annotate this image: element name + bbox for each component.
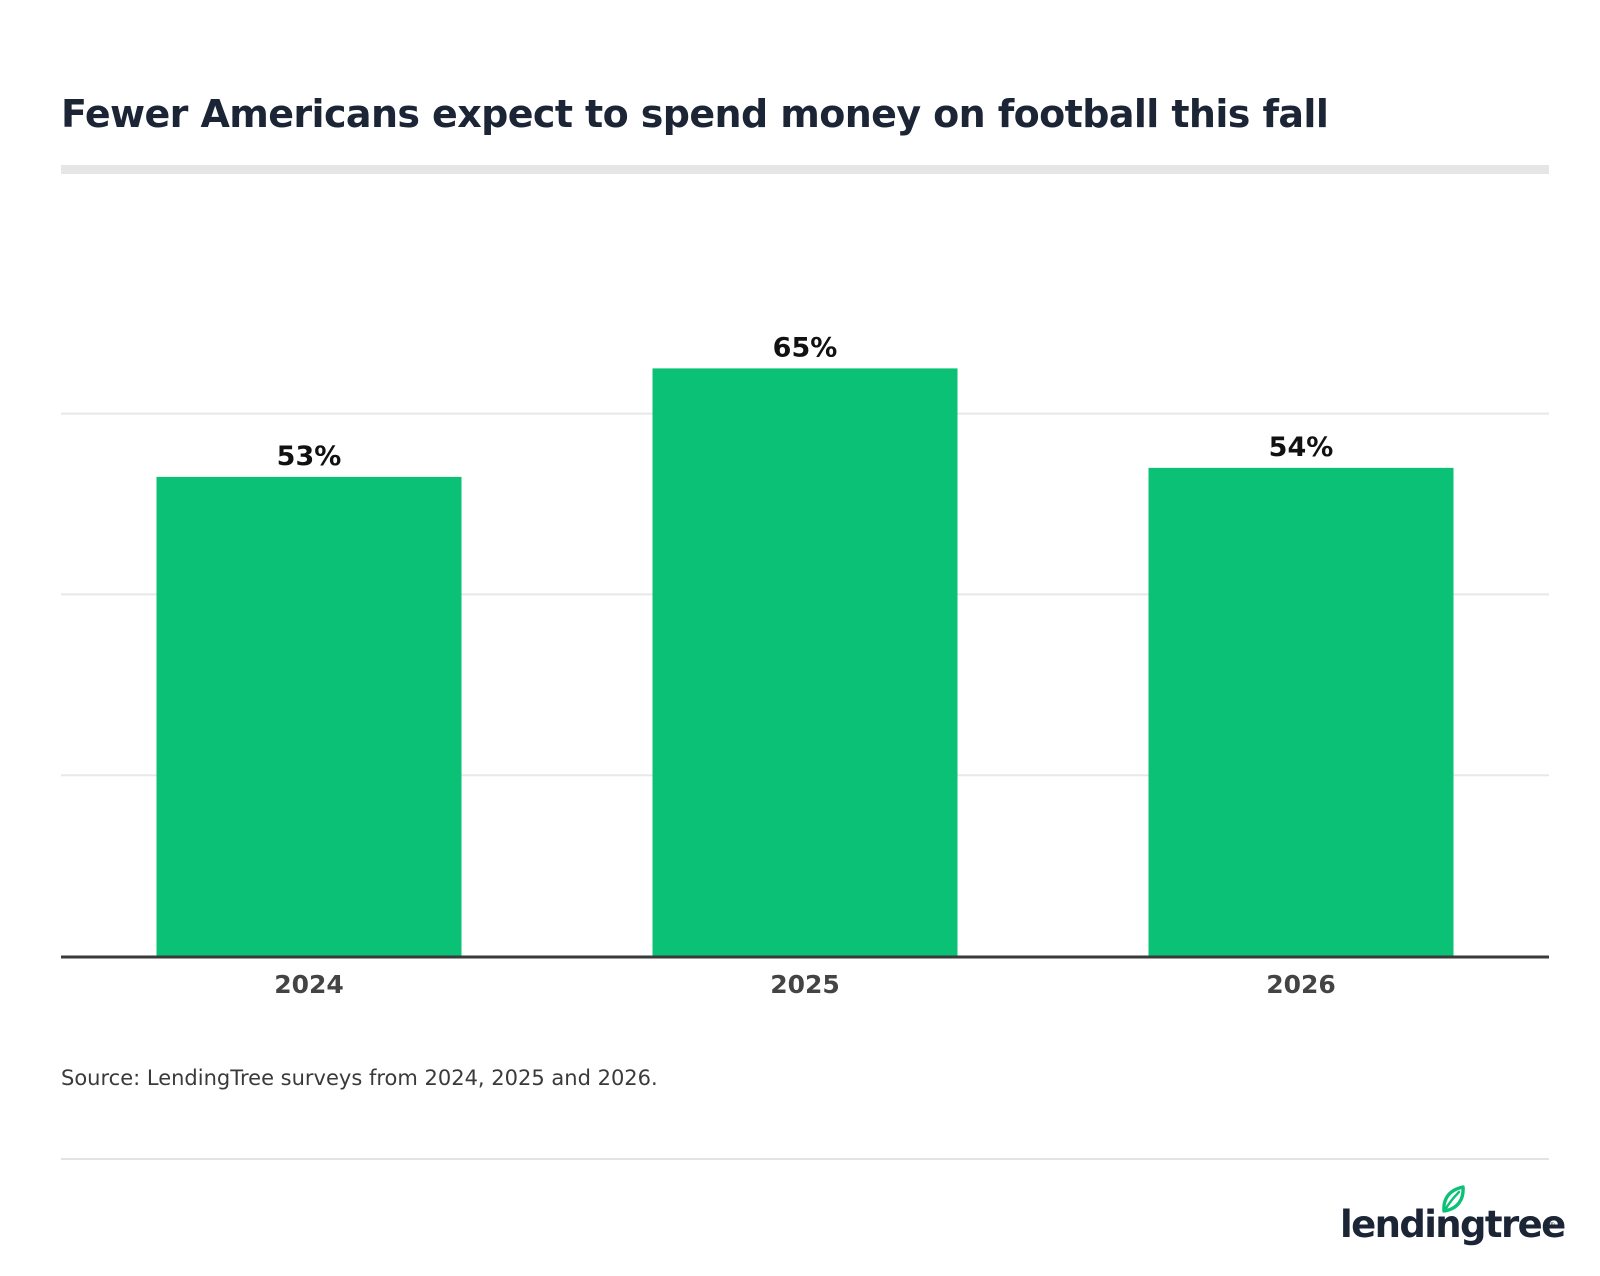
chart-title: Fewer Americans expect to spend money on…	[61, 92, 1329, 136]
source-note: Source: LendingTree surveys from 2024, 2…	[61, 1066, 658, 1090]
x-tick-label-2026: 2026	[1266, 970, 1336, 999]
value-label-2025: 65%	[773, 332, 838, 363]
registered-mark: ®	[1549, 1221, 1555, 1230]
value-label-2026: 54%	[1269, 432, 1334, 463]
bar-2026	[1148, 467, 1454, 956]
leaf-icon	[1442, 1185, 1465, 1213]
value-label-2024: 53%	[277, 441, 342, 472]
x-tick-label-2024: 2024	[274, 970, 344, 999]
logo-wordmark: lendingtree	[1340, 1203, 1566, 1246]
x-tick-label-2025: 2025	[770, 970, 840, 999]
footer-divider	[61, 1158, 1549, 1160]
lendingtree-logo[interactable]: lendingtree ®	[1340, 1185, 1566, 1255]
title-divider	[61, 165, 1549, 174]
bar-2024	[156, 476, 462, 956]
bar-chart: 53% 2024 65% 2025 54% 2026	[61, 332, 1549, 999]
bar-2025	[652, 368, 958, 956]
